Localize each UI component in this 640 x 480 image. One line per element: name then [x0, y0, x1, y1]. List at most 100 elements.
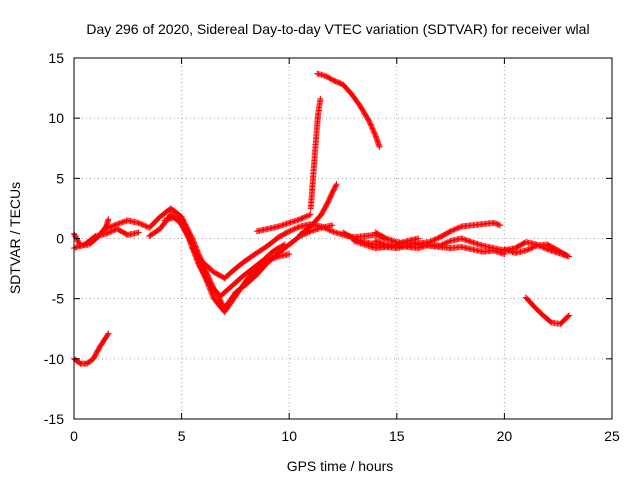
data-series-arc-9	[307, 95, 324, 212]
data-series-arc-14	[372, 219, 504, 247]
data-point	[381, 234, 388, 241]
data-point	[197, 264, 204, 271]
data-point	[566, 312, 572, 319]
data-point	[301, 214, 307, 221]
data-point	[286, 228, 293, 235]
data-point	[281, 241, 288, 248]
data-series-arc-8	[253, 211, 314, 235]
data-series-arc-16	[501, 241, 570, 259]
data-point	[497, 222, 504, 229]
data-point	[198, 267, 205, 274]
data-point	[531, 243, 537, 250]
data-point	[292, 225, 299, 232]
y-tick-label: 10	[48, 110, 64, 126]
data-point	[299, 215, 306, 221]
data-point	[326, 227, 333, 234]
data-point	[327, 227, 334, 234]
chart-title: Day 296 of 2020, Sidereal Day-to-day VTE…	[86, 21, 589, 37]
y-axis-label: SDTVAR / TECUs	[7, 182, 23, 294]
y-tick-label: 0	[56, 231, 64, 247]
x-tick-label: 0	[70, 428, 78, 444]
data-point	[135, 219, 142, 226]
data-point	[453, 225, 459, 232]
data-point	[434, 235, 441, 242]
data-point	[448, 227, 455, 234]
data-point	[105, 216, 112, 223]
data-point	[563, 252, 570, 259]
data-point	[298, 215, 305, 222]
y-tick-label: -5	[52, 291, 65, 307]
data-series-arc-10	[314, 70, 383, 150]
data-point	[450, 227, 457, 234]
data-point	[447, 228, 454, 235]
data-point	[291, 225, 298, 232]
data-point	[454, 225, 461, 232]
data-point	[325, 226, 332, 233]
data-point	[367, 121, 374, 128]
data-point	[135, 229, 142, 236]
data-point	[139, 221, 146, 228]
data-point	[180, 225, 187, 232]
y-tick-label: 5	[56, 170, 64, 186]
data-point	[294, 224, 301, 231]
data-point	[457, 224, 463, 231]
data-point	[322, 225, 329, 232]
data-point	[565, 313, 571, 320]
data-point	[303, 213, 310, 220]
data-point	[142, 222, 149, 229]
data-point	[524, 246, 531, 253]
data-point	[178, 221, 185, 228]
y-tick-label: -10	[44, 351, 64, 367]
data-point	[446, 238, 453, 245]
data-point	[104, 225, 111, 232]
data-point	[182, 229, 189, 236]
grid-lines	[74, 58, 612, 419]
data-point	[286, 251, 293, 258]
data-point	[532, 243, 539, 250]
y-tick-label: -15	[44, 411, 64, 427]
data-point	[367, 120, 373, 127]
data-point	[333, 181, 340, 188]
x-tick-label: 10	[281, 428, 297, 444]
data-point	[287, 227, 294, 234]
data-point	[302, 213, 309, 220]
y-tick-label: 15	[48, 50, 64, 66]
data-point	[329, 222, 336, 229]
data-point	[203, 276, 210, 283]
data-point	[527, 245, 533, 252]
data-point	[288, 227, 295, 234]
data-point	[174, 213, 181, 220]
data-point	[104, 331, 111, 338]
data-point	[369, 126, 376, 133]
data-point	[376, 144, 383, 150]
data-point	[280, 242, 287, 249]
data-point	[107, 224, 114, 231]
data-point	[528, 245, 535, 252]
data-point	[442, 240, 449, 247]
data-point	[306, 212, 313, 218]
data-point	[323, 225, 330, 232]
data-point	[307, 211, 314, 218]
data-point	[305, 212, 311, 219]
x-tick-label: 20	[497, 428, 513, 444]
data-point	[368, 122, 375, 129]
data-point	[455, 224, 462, 231]
x-tick-label: 5	[178, 428, 186, 444]
data-point	[202, 273, 209, 280]
data-point	[140, 222, 147, 229]
data-point	[175, 215, 181, 222]
data-series-arc-11	[297, 181, 340, 238]
data-point	[562, 251, 569, 258]
data-point	[108, 223, 115, 230]
data-point	[369, 125, 376, 132]
data-point	[371, 130, 378, 137]
data-point	[111, 222, 118, 229]
data-point	[136, 220, 143, 227]
data-point	[103, 225, 110, 232]
data-point	[184, 231, 191, 238]
data-point	[366, 118, 373, 125]
data-point	[525, 246, 532, 253]
data-point	[529, 244, 536, 251]
data-point	[295, 224, 302, 231]
